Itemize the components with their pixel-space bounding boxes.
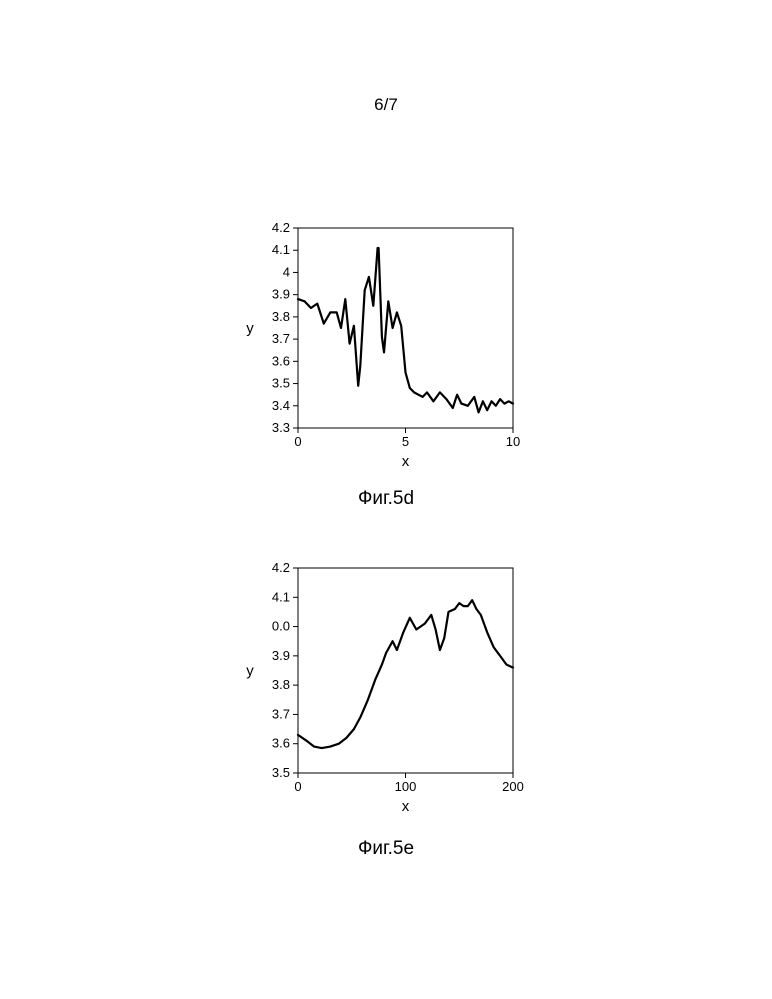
- svg-text:0: 0: [294, 779, 301, 794]
- svg-text:4: 4: [283, 264, 290, 279]
- svg-text:10: 10: [506, 434, 520, 449]
- svg-text:3.9: 3.9: [272, 287, 290, 302]
- svg-text:3.9: 3.9: [272, 648, 290, 663]
- svg-text:3.3: 3.3: [272, 420, 290, 435]
- page-number: 6/7: [374, 95, 398, 115]
- svg-text:100: 100: [395, 779, 417, 794]
- svg-text:3.8: 3.8: [272, 309, 290, 324]
- svg-text:3.7: 3.7: [272, 706, 290, 721]
- svg-text:3.6: 3.6: [272, 736, 290, 751]
- svg-text:y: y: [246, 320, 254, 337]
- svg-text:3.6: 3.6: [272, 353, 290, 368]
- svg-text:0.0: 0.0: [272, 619, 290, 634]
- svg-text:4.1: 4.1: [272, 242, 290, 257]
- svg-text:4.1: 4.1: [272, 589, 290, 604]
- svg-text:0: 0: [294, 434, 301, 449]
- svg-text:5: 5: [402, 434, 409, 449]
- chart-5d-caption: Фиг.5d: [236, 488, 536, 510]
- svg-text:x: x: [402, 453, 410, 470]
- chart-5e-caption: Фиг.5е: [236, 838, 536, 860]
- svg-text:4.2: 4.2: [272, 220, 290, 235]
- svg-text:x: x: [402, 798, 410, 815]
- chart-5d: 3.3 3.4 3.5 3.6 3.7 3.8 3.9 4 4.1 4.2 0 5 10 x y Фиг.5…: [236, 220, 536, 510]
- chart-5e: 3.5 3.6 3.7 3.8 3.9 0.0 4.1 4.2 0 100 200 x y Фиг.5е: [236, 560, 536, 860]
- chart-5e-svg: 3.5 3.6 3.7 3.8 3.9 0.0 4.1 4.2 0 100 200 x y: [236, 560, 536, 830]
- chart-5d-svg: 3.3 3.4 3.5 3.6 3.7 3.8 3.9 4 4.1 4.2 0 5 10 x y: [236, 220, 536, 480]
- svg-text:3.5: 3.5: [272, 765, 290, 780]
- svg-text:200: 200: [502, 779, 524, 794]
- svg-text:3.4: 3.4: [272, 398, 290, 413]
- svg-text:4.2: 4.2: [272, 560, 290, 575]
- svg-text:3.8: 3.8: [272, 677, 290, 692]
- svg-text:y: y: [246, 663, 254, 680]
- svg-text:3.5: 3.5: [272, 376, 290, 391]
- svg-text:3.7: 3.7: [272, 331, 290, 346]
